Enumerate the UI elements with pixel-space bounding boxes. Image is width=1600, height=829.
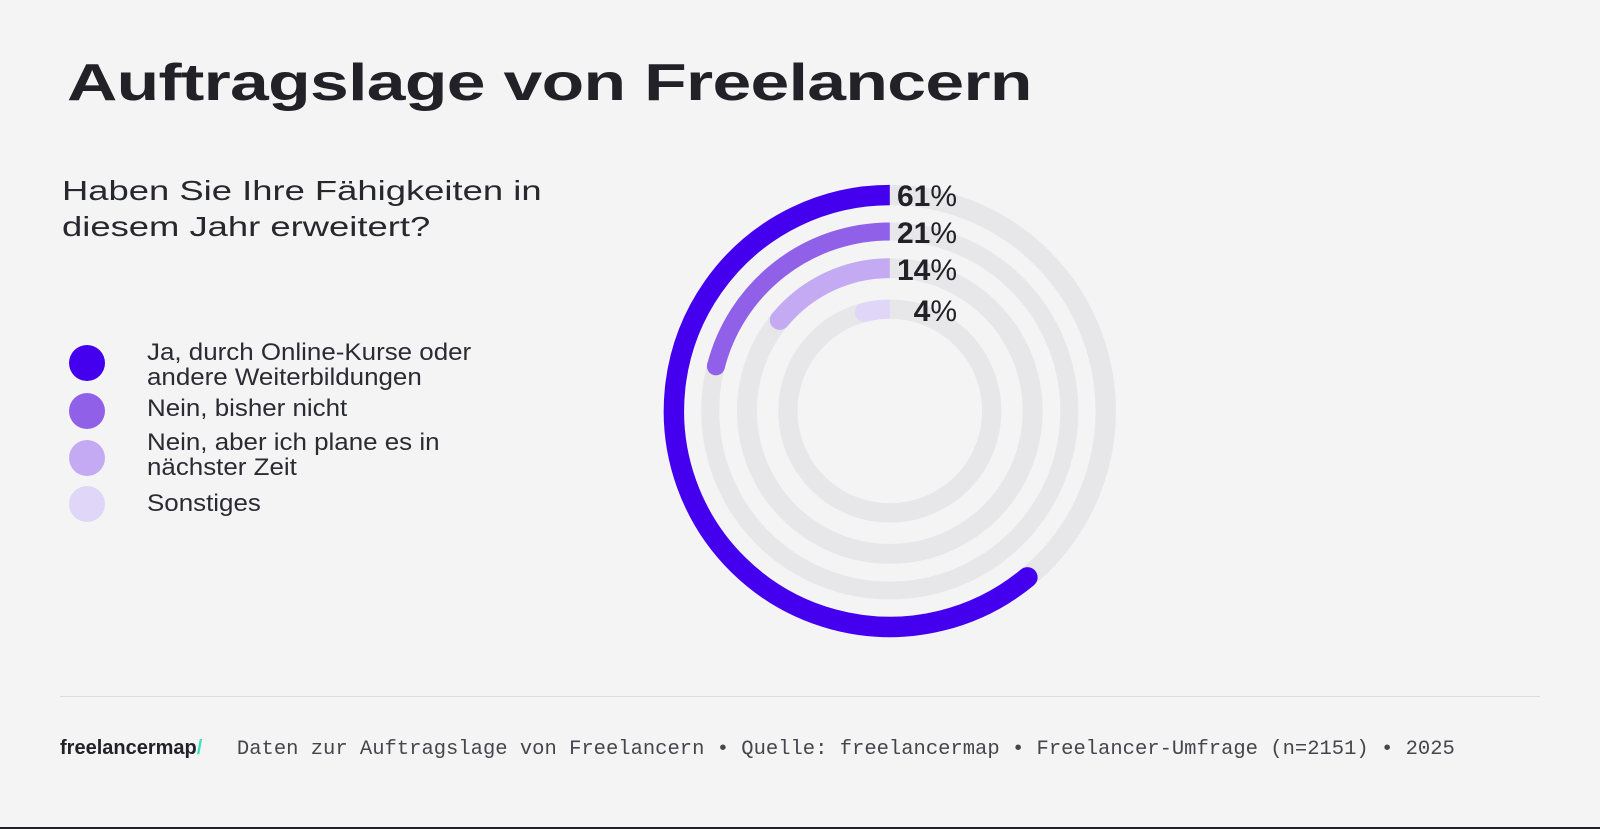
svg-text:4%: 4%	[914, 295, 957, 328]
svg-text:61%: 61%	[897, 180, 957, 213]
svg-text:14%: 14%	[897, 254, 957, 287]
svg-text:21%: 21%	[897, 217, 957, 250]
